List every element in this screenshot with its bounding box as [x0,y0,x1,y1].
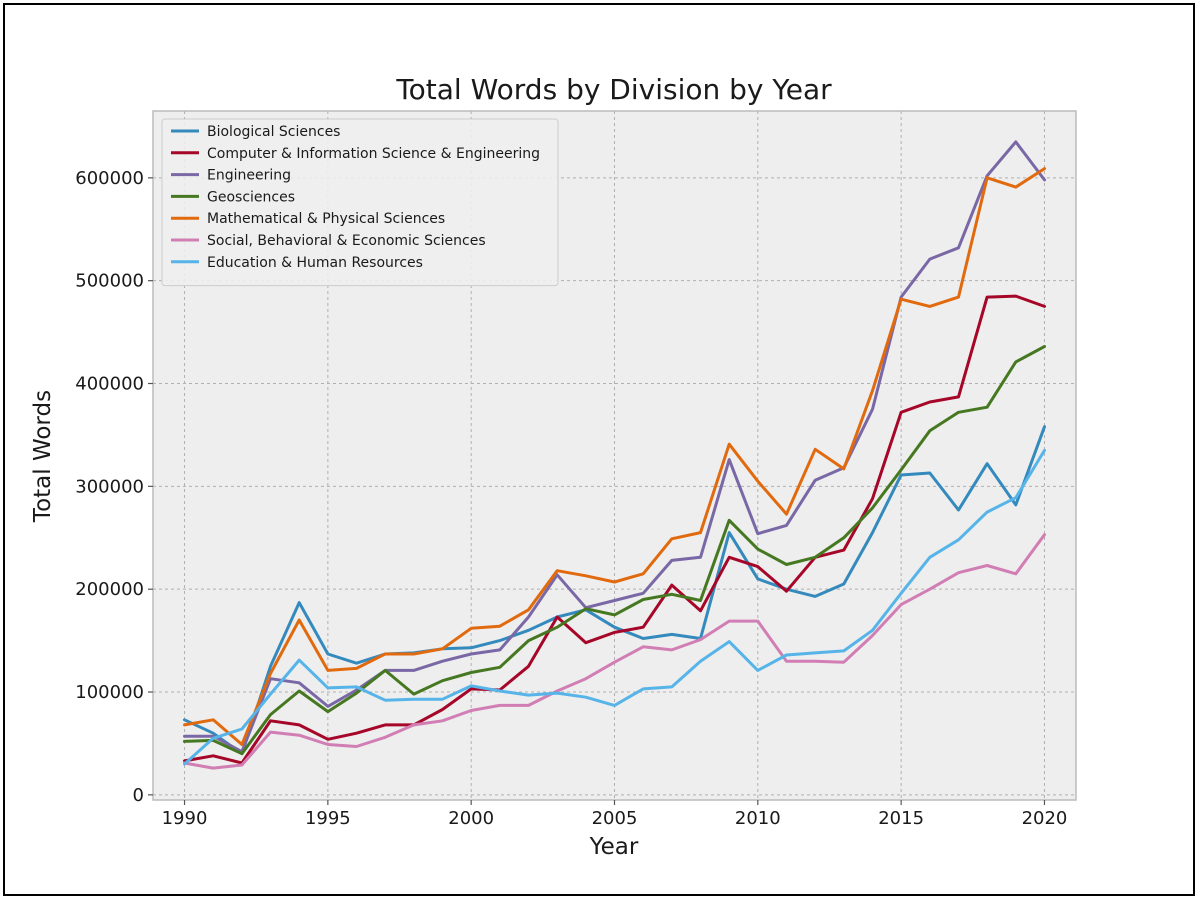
legend-label-6: Social, Behavioral & Economic Sciences [207,233,486,249]
legend: Biological Sciences Computer & Informatio… [161,118,559,287]
axis-ticks: 1990 1995 2000 2005 2010 2015 2020 0 100000 20000… [75,168,1067,829]
y-tick-label: 0 [133,785,144,806]
x-tick-label: 2010 [735,808,781,829]
grid-lines [153,111,1076,800]
y-tick-label: 600000 [75,168,144,189]
series-line-6 [183,533,1046,770]
series-line-1 [183,425,1046,756]
chart-title: Total Words by Division by Year [395,73,832,106]
y-axis-label: Total Words [30,390,56,523]
x-tick-label: 1995 [305,808,351,829]
y-tick-label: 100000 [75,682,144,703]
x-tick-label: 2020 [1022,808,1068,829]
legend-label-5: Mathematical & Physical Sciences [207,211,445,227]
x-tick-label: 2015 [878,808,924,829]
series-lines [183,140,1046,770]
series-line-4 [183,345,1046,756]
legend-label-1: Biological Sciences [207,124,340,140]
y-tick-label: 200000 [75,579,144,600]
x-tick-label: 2005 [592,808,638,829]
y-tick-label: 400000 [75,374,144,395]
y-tick-label: 300000 [75,476,144,497]
y-tick-label: 500000 [75,271,144,292]
x-tick-label: 2000 [448,808,494,829]
legend-label-2: Computer & Information Science & Enginee… [207,146,540,162]
legend-label-7: Education & Human Resources [207,255,423,271]
legend-label-4: Geosciences [207,189,295,205]
legend-label-3: Engineering [207,168,291,184]
series-line-2 [183,294,1046,765]
x-axis-label: Year [589,834,639,860]
series-line-7 [183,448,1046,766]
series-line-5 [183,167,1046,746]
series-line-3 [183,140,1046,754]
x-tick-label: 1990 [162,808,208,829]
legend-box [161,118,559,287]
